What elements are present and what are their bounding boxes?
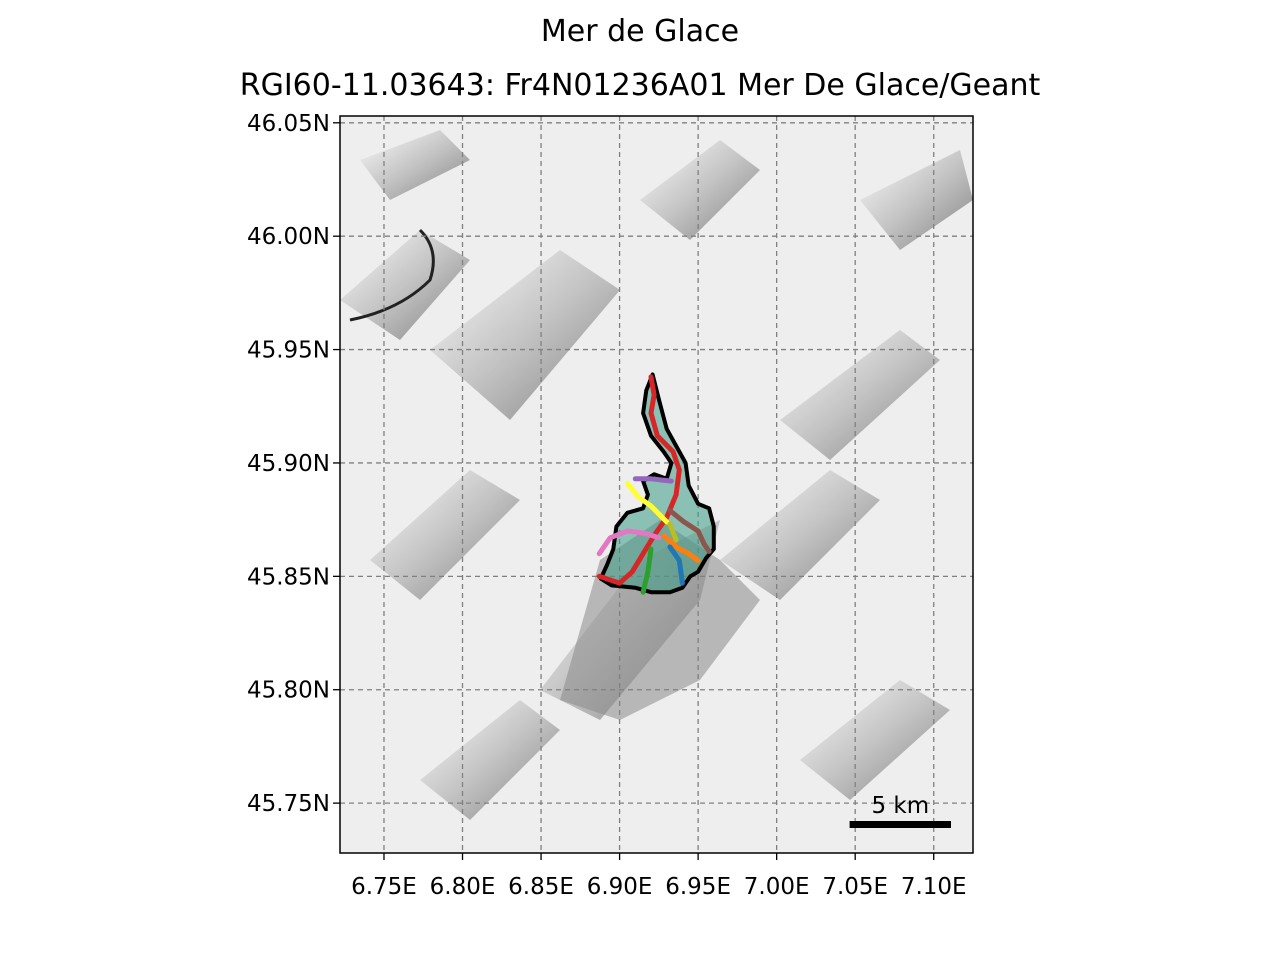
x-tick-label: 7.00E: [744, 874, 810, 900]
glacier-flowline: [596, 374, 682, 586]
y-tick-label: 45.85N: [247, 564, 330, 590]
x-tick-label: 6.85E: [508, 874, 574, 900]
x-tick-label: 6.95E: [665, 874, 731, 900]
y-tick-label: 45.95N: [247, 338, 330, 364]
scale-bar-line: [849, 821, 951, 828]
y-tick-label: 45.75N: [247, 791, 330, 817]
scale-bar: 5 km: [849, 793, 951, 828]
x-tick-label: 6.90E: [587, 874, 653, 900]
glacier-flowline: [667, 508, 712, 554]
glacier-flowline: [667, 521, 679, 543]
glacier-outline: [598, 372, 716, 595]
glacier-flowline: [667, 544, 685, 586]
x-tick-label: 7.10E: [901, 874, 967, 900]
glacier-flowline: [632, 476, 674, 484]
glacier-flowline: [596, 528, 662, 557]
glacier-flowline: [624, 480, 670, 525]
figure-subtitle: RGI60-11.03643: Fr4N01236A01 Mer De Glac…: [239, 68, 1041, 103]
x-tick-label: 6.80E: [430, 874, 496, 900]
x-tick-label: 7.05E: [822, 874, 888, 900]
x-tick-label: 6.75E: [351, 874, 417, 900]
y-tick-label: 45.80N: [247, 678, 330, 704]
scale-bar-label: 5 km: [871, 793, 929, 819]
axes-frame: [339, 115, 974, 854]
figure-title: Mer de Glace: [540, 14, 740, 49]
y-tick-label: 45.90N: [247, 451, 330, 477]
y-tick-label: 46.05N: [247, 111, 330, 137]
glacier-flowline: [661, 533, 701, 563]
y-tick-label: 46.00N: [247, 224, 330, 250]
glacier-flowline: [640, 546, 654, 595]
